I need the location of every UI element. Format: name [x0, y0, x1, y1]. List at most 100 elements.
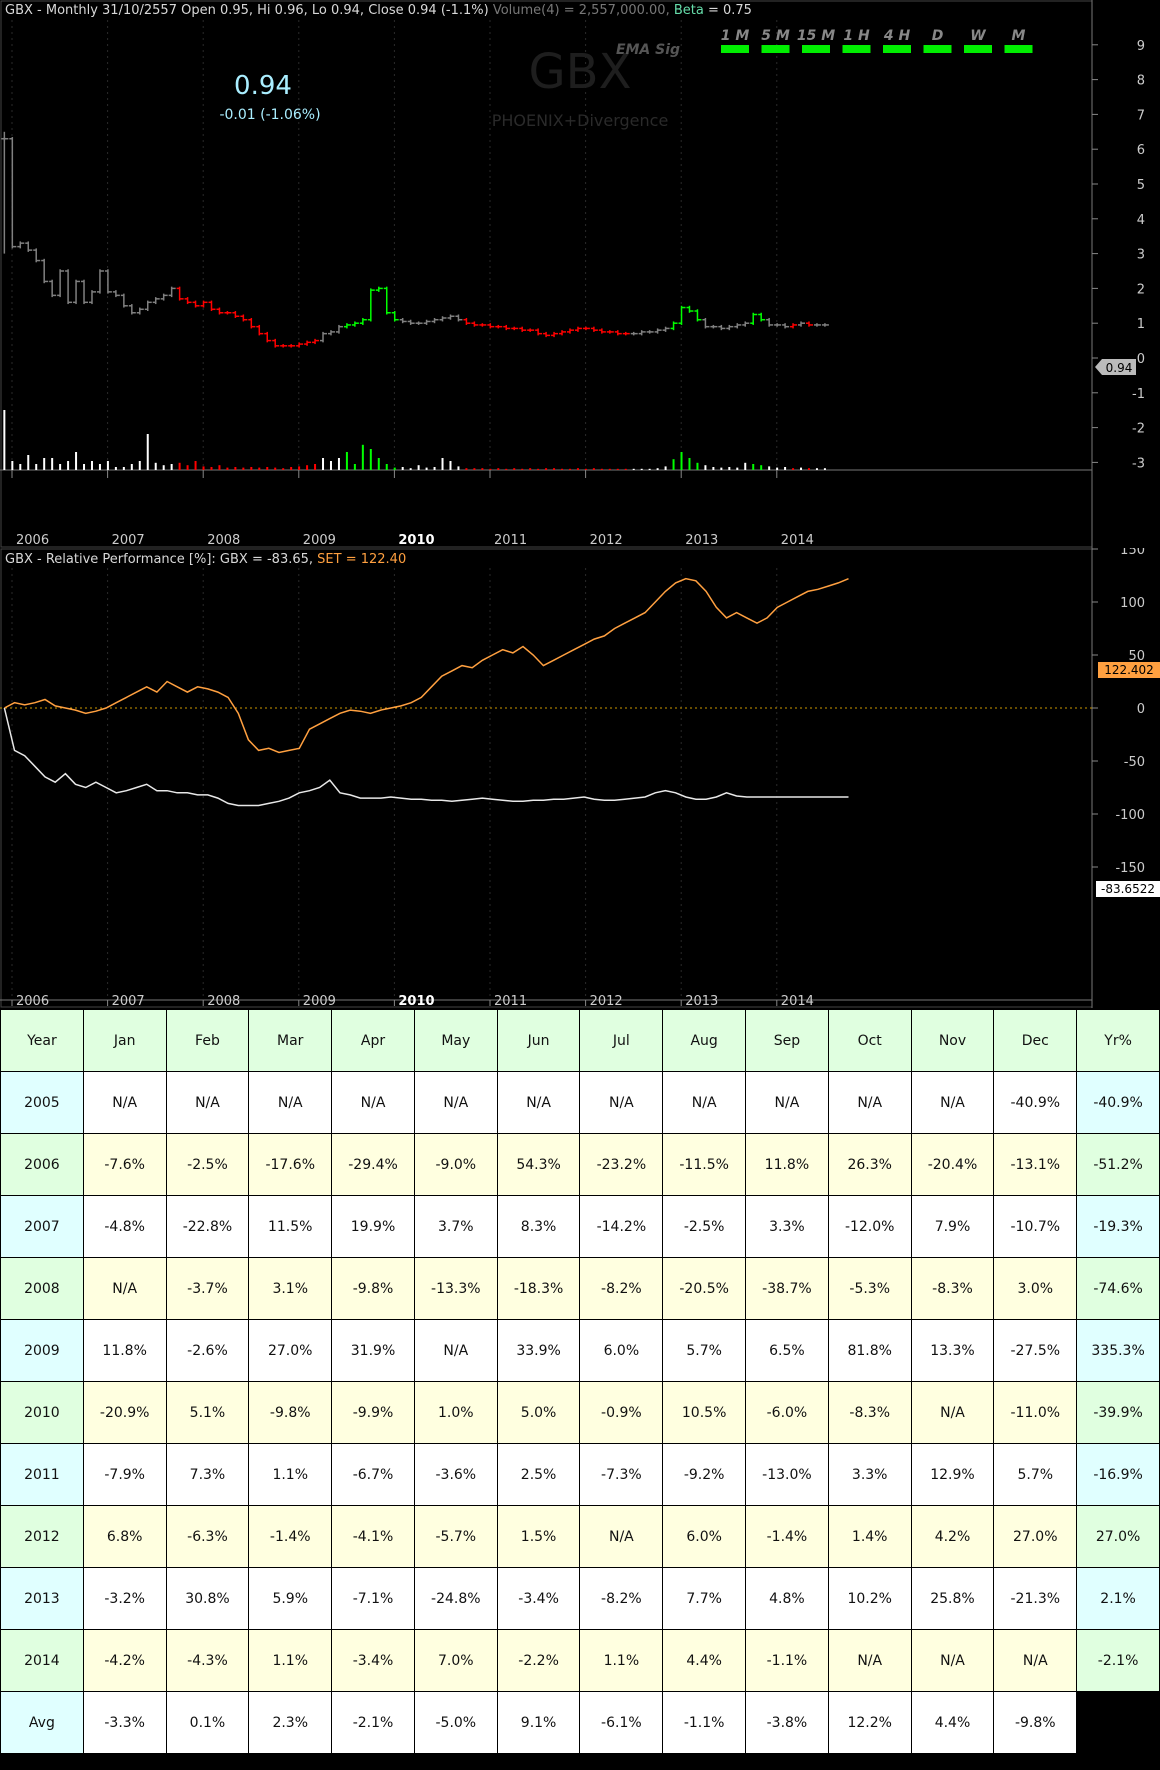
table-year-cell: 2008 — [0, 1257, 84, 1320]
table-cell: 33.9% — [496, 1319, 581, 1382]
volume-bar — [162, 465, 165, 470]
timeframe-button[interactable]: 1 H — [842, 28, 871, 53]
table-cell: N/A — [827, 1071, 912, 1134]
table-cell: -8.3% — [827, 1381, 912, 1444]
timeframe-signal — [761, 45, 790, 53]
timeframe-button[interactable]: W — [964, 28, 992, 53]
volume-bar — [537, 468, 540, 470]
volume-bar — [449, 461, 452, 470]
volume-bar — [640, 468, 643, 470]
table-cell: -7.9% — [82, 1443, 167, 1506]
timeframe-signal — [842, 45, 871, 53]
volume-bar — [760, 465, 763, 470]
perf-series-set — [4, 577, 849, 754]
table-cell: 3.1% — [248, 1257, 333, 1320]
timeframe-button[interactable]: M — [1004, 28, 1033, 53]
table-cell: -5.0% — [413, 1691, 498, 1754]
timeframe-buttons[interactable]: 1 M 5 M 15 M 1 H 4 H D W M — [721, 28, 1033, 53]
volume-bar — [178, 462, 181, 470]
timeframe-button[interactable]: 15 M — [797, 28, 835, 53]
volume-bar — [35, 464, 38, 470]
timeframe-button[interactable]: 5 M — [761, 28, 790, 53]
table-cell: -2.1% — [331, 1691, 415, 1754]
timeframe-label: M — [1012, 28, 1026, 44]
table-cell: 3.7% — [413, 1195, 498, 1258]
timeframe-label: 1 M — [721, 28, 750, 44]
perf-xtick-label: 2009 — [303, 994, 336, 1008]
table-cell: -6.3% — [165, 1505, 250, 1568]
table-header-cell: Feb — [165, 1009, 250, 1072]
volume-bar — [489, 468, 492, 470]
table-cell: 11.5% — [248, 1195, 333, 1258]
volume-bar — [43, 458, 46, 470]
volume-bar — [553, 468, 556, 470]
perf-ytick-label: -50 — [1124, 755, 1145, 770]
table-year-cell: Avg — [0, 1691, 84, 1754]
price-ytick-label: 4 — [1137, 213, 1145, 228]
table-cell: 11.8% — [745, 1133, 829, 1196]
table-cell: -13.1% — [993, 1133, 1078, 1196]
price-xtick-label: 2010 — [398, 533, 434, 548]
perf-title-gbx: GBX - Relative Performance [%]: GBX = -8… — [5, 552, 317, 567]
timeframe-signal — [923, 45, 952, 53]
volume-bar — [584, 468, 587, 470]
volume-bar — [720, 467, 723, 470]
volume-bar — [122, 467, 125, 470]
volume-bar — [83, 464, 86, 470]
table-cell: -3.8% — [745, 1691, 829, 1754]
timeframe-button[interactable]: 4 H — [883, 28, 911, 53]
table-cell: -3.2% — [82, 1567, 167, 1630]
table-cell: -1.4% — [248, 1505, 333, 1568]
table-cell: N/A — [662, 1071, 747, 1134]
table-cell: 10.5% — [662, 1381, 747, 1444]
volume-bar — [226, 467, 229, 470]
table-header-cell: Oct — [827, 1009, 912, 1072]
table-cell: 3.3% — [827, 1443, 912, 1506]
table-cell: -7.6% — [82, 1133, 167, 1196]
volume-bar — [138, 461, 141, 470]
volume-bar — [75, 452, 78, 470]
price-xtick-label: 2006 — [16, 533, 49, 548]
table-cell: N/A — [165, 1071, 250, 1134]
timeframe-signal — [964, 45, 992, 53]
table-cell: -5.7% — [413, 1505, 498, 1568]
volume-bar — [425, 467, 428, 470]
volume-bar — [648, 468, 651, 470]
volume-bar — [600, 468, 603, 470]
gbx-marker: -83.6522 — [1096, 881, 1160, 897]
volume-bar — [576, 468, 579, 470]
table-row: 2006 -7.6% -2.5% -17.6% -29.4% -9.0% 54.3% -23.… — [0, 1133, 1160, 1196]
timeframe-button[interactable]: 1 M — [721, 28, 750, 53]
timeframe-button[interactable]: D — [923, 28, 952, 53]
table-cell: -24.8% — [413, 1567, 498, 1630]
table-cell: -3.4% — [331, 1629, 415, 1692]
table-cell: -9.2% — [662, 1443, 747, 1506]
table-cell: N/A — [745, 1071, 829, 1134]
table-cell: -3.3% — [82, 1691, 167, 1754]
table-cell: -13.3% — [413, 1257, 498, 1320]
timeframe-signal — [802, 45, 830, 53]
volume-bar — [266, 467, 269, 470]
table-cell: 2.1% — [1076, 1567, 1160, 1630]
table-cell: N/A — [413, 1319, 498, 1382]
table-cell: -14.2% — [579, 1195, 664, 1258]
volume-bar — [353, 464, 356, 470]
table-cell: -0.9% — [579, 1381, 664, 1444]
volume-bar — [345, 452, 348, 470]
table-cell: -1.4% — [745, 1505, 829, 1568]
table-cell: -20.4% — [910, 1133, 995, 1196]
price-xtick-label: 2007 — [112, 533, 145, 548]
table-cell: -4.8% — [82, 1195, 167, 1258]
table-cell: -6.0% — [745, 1381, 829, 1444]
table-header-cell: Year — [0, 1009, 84, 1072]
volume-bar — [385, 464, 388, 470]
table-cell: -12.0% — [827, 1195, 912, 1258]
table-row: 2010 -20.9% 5.1% -9.8% -9.9% 1.0% 5.0% -0.9% 10.… — [0, 1381, 1160, 1444]
table-header-cell: Jan — [82, 1009, 167, 1072]
table-cell: -2.5% — [165, 1133, 250, 1196]
volume-bar — [282, 468, 285, 470]
volume-bar — [744, 462, 747, 470]
timeframe-label: D — [932, 28, 944, 44]
volume-bar — [218, 465, 221, 470]
perf-xtick-label: 2006 — [16, 994, 49, 1008]
